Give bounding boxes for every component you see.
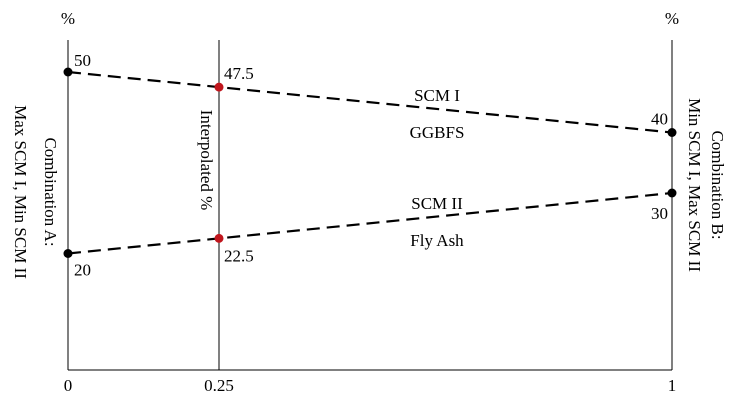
scm1-start-value-label: 50: [74, 51, 91, 70]
scm1-dashed-line: [67, 70, 673, 134]
scm2-start-value-label: 20: [74, 261, 91, 280]
scm2-start-point: [63, 249, 73, 258]
middle-axis-label: Interpolated %: [197, 110, 216, 211]
right-axis-label-line2: Min SCM I, Max SCM II: [685, 98, 704, 272]
scm2-interpolated-point: [214, 233, 224, 243]
x-tick-1: 1: [668, 376, 677, 395]
scm1-interpolated-point: [214, 82, 224, 92]
scm1-end-point: [667, 128, 677, 137]
right-unit-label: %: [665, 9, 679, 28]
scm1-start-point: [63, 67, 73, 77]
x-tick-0: 0: [64, 376, 73, 395]
x-tick-0-25: 0.25: [204, 376, 234, 395]
left-axis-label-line2: Max SCM I, Min SCM II: [11, 105, 30, 279]
right-axis-label-line1: Combination B:: [708, 130, 727, 239]
scm2-dashed-line: [67, 191, 673, 255]
scm2-material-label: Fly Ash: [410, 231, 464, 250]
scm2-end-point: [667, 188, 677, 198]
scm2-end-value-label: 30: [651, 204, 668, 223]
scm1-interpolated-value-label: 47.5: [224, 64, 254, 83]
left-axis-label-line1: Combination A:: [41, 137, 60, 246]
left-unit-label: %: [61, 9, 75, 28]
scm2-name-label: SCM II: [411, 194, 463, 213]
scm2-interpolated-value-label: 22.5: [224, 246, 254, 265]
scm1-material-label: GGBFS: [410, 123, 465, 142]
scm1-name-label: SCM I: [414, 86, 460, 105]
scm1-end-value-label: 40: [651, 110, 668, 129]
